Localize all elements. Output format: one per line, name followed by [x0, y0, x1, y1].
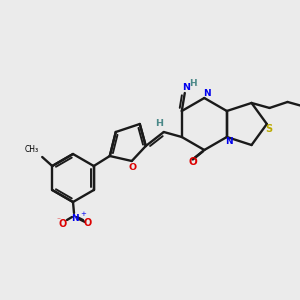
- Text: H: H: [189, 79, 196, 88]
- Text: O: O: [59, 219, 67, 229]
- Text: +: +: [80, 211, 86, 217]
- Text: O: O: [129, 163, 137, 172]
- Text: O: O: [189, 157, 198, 167]
- Text: ⁻: ⁻: [56, 215, 60, 224]
- Text: N: N: [182, 83, 190, 92]
- Text: H: H: [155, 118, 163, 127]
- Text: S: S: [265, 124, 272, 134]
- Text: N: N: [71, 214, 79, 223]
- Text: O: O: [84, 218, 92, 228]
- Text: CH₃: CH₃: [25, 145, 39, 154]
- Text: N: N: [203, 89, 211, 98]
- Text: imino: imino: [195, 85, 199, 86]
- Text: N: N: [225, 137, 232, 146]
